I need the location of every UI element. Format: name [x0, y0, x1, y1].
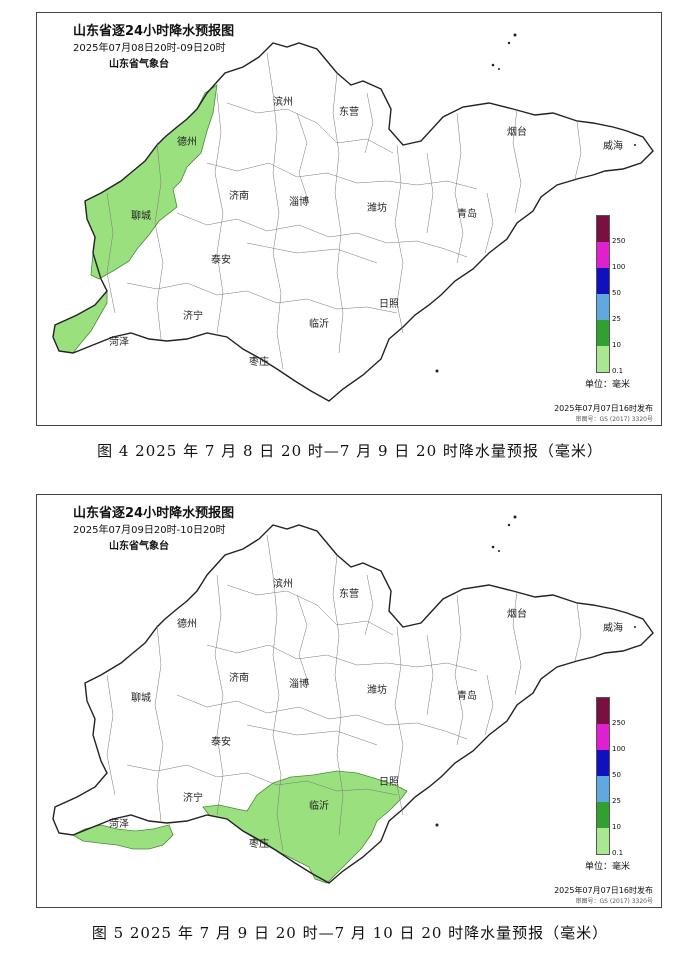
city-label: 威海: [603, 139, 623, 152]
legend-swatch-25: [597, 294, 609, 320]
city-label: 青岛: [457, 207, 477, 220]
rain-area-heze-south: [72, 824, 174, 850]
legend-tick: 25: [612, 315, 621, 323]
city-label: 泰安: [211, 253, 231, 266]
legend-swatch-10: [597, 320, 609, 346]
city-label: 枣庄: [249, 355, 269, 368]
legend: 250 100 50 25 10 0.1 单位：毫米: [585, 697, 661, 877]
city-label: 德州: [177, 135, 197, 148]
legend-swatch-100: [597, 724, 609, 750]
forecast-period: 2025年07月08日20时-09日20时: [73, 43, 226, 54]
city-label: 泰安: [211, 735, 231, 748]
province-outline: [52, 524, 654, 884]
legend-swatch-250: [597, 698, 609, 724]
legend-color-bar: [596, 215, 610, 373]
city-label: 滨州: [273, 577, 293, 590]
issuer: 山东省气象台: [109, 59, 169, 70]
legend-unit: 单位：毫米: [585, 380, 631, 390]
issuer: 山东省气象台: [109, 541, 169, 552]
legend-tick: 10: [612, 823, 621, 831]
legend-tick: 50: [612, 289, 621, 297]
city-label: 烟台: [507, 607, 527, 620]
figure-caption: 图 5 2025 年 7 月 9 日 20 时—7 月 10 日 20 时降水量…: [91, 924, 609, 942]
rain-area-linyi-zaozhuang-rizhao: [202, 770, 408, 884]
city-label: 日照: [379, 776, 399, 788]
county-boundaries: [106, 534, 582, 852]
city-label: 聊城: [131, 209, 151, 222]
map-approval-number: 审图号：GS (2017) 3320号: [575, 416, 654, 423]
legend-swatch-25: [597, 776, 609, 802]
city-label: 济宁: [183, 309, 203, 322]
legend-unit: 单位：毫米: [585, 862, 631, 872]
legend-tick: 250: [612, 237, 626, 245]
city-label: 菏泽: [109, 818, 129, 830]
legend-swatch-10: [597, 802, 609, 828]
city-label: 烟台: [507, 125, 527, 138]
city-label: 临沂: [309, 317, 329, 330]
shandong-map: 滨州 东营 烟台 威海 德州 济南 淄博 潍坊 青岛 聊城 泰安 日照 临沂 济…: [52, 33, 654, 402]
islands: [435, 33, 636, 373]
city-label: 东营: [339, 105, 359, 118]
legend-swatch-0-1: [597, 346, 609, 372]
figure-caption: 图 4 2025 年 7 月 8 日 20 时—7 月 9 日 20 时降水量预…: [97, 442, 603, 460]
city-label: 淄博: [289, 195, 309, 208]
city-label: 东营: [339, 587, 359, 600]
city-label: 聊城: [131, 691, 151, 704]
city-label: 威海: [603, 621, 623, 634]
shandong-map: 滨州 东营 烟台 威海 德州 济南 淄博 潍坊 青岛 聊城 泰安 日照 临沂 济…: [52, 515, 654, 884]
city-label: 滨州: [273, 95, 293, 108]
city-label: 日照: [379, 298, 399, 310]
legend-tick: 100: [612, 745, 626, 753]
city-label: 菏泽: [109, 336, 129, 348]
city-label: 临沂: [309, 799, 329, 812]
legend-swatch-50: [597, 750, 609, 776]
city-labels: 滨州 东营 烟台 威海 德州 济南 淄博 潍坊 青岛 聊城 泰安 日照 临沂 济…: [109, 95, 623, 368]
city-label: 德州: [177, 617, 197, 630]
city-labels: 滨州 东营 烟台 威海 德州 济南 淄博 潍坊 青岛 聊城 泰安 日照 临沂 济…: [109, 577, 623, 850]
province-outline: [52, 42, 654, 402]
city-label: 济南: [229, 671, 249, 684]
city-label: 枣庄: [249, 837, 269, 850]
legend-tick: 50: [612, 771, 621, 779]
islands: [435, 515, 636, 827]
legend-tick: 10: [612, 341, 621, 349]
map-approval-number: 审图号：GS (2017) 3320号: [575, 898, 654, 905]
legend-swatch-0-1: [597, 828, 609, 854]
county-boundaries: [106, 52, 582, 370]
legend-swatch-250: [597, 216, 609, 242]
city-label: 淄博: [289, 677, 309, 690]
map-title: 山东省逐24小时降水预报图: [73, 506, 235, 521]
city-label: 潍坊: [367, 683, 387, 696]
legend-tick: 100: [612, 263, 626, 271]
legend-tick: 25: [612, 797, 621, 805]
forecast-period: 2025年07月09日20时-10日20时: [73, 525, 226, 536]
map-title: 山东省逐24小时降水预报图: [73, 24, 235, 39]
issue-time: 2025年07月07日16时发布: [554, 404, 653, 413]
city-label: 济南: [229, 189, 249, 202]
legend-tick: 0.1: [612, 367, 624, 375]
legend-tick: 0.1: [612, 849, 624, 857]
forecast-map-panel-2: 滨州 东营 烟台 威海 德州 济南 淄博 潍坊 青岛 聊城 泰安 日照 临沂 济…: [36, 494, 662, 908]
forecast-map-panel-1: 滨州 东营 烟台 威海 德州 济南 淄博 潍坊 青岛 聊城 泰安 日照 临沂 济…: [36, 12, 662, 426]
legend: 250 100 50 25 10 0.1 单位：毫米: [585, 215, 661, 395]
rain-area-dezhou-liaocheng: [84, 84, 218, 280]
legend-color-bar: [596, 697, 610, 855]
city-label: 济宁: [183, 791, 203, 804]
city-label: 潍坊: [367, 201, 387, 214]
city-label: 青岛: [457, 689, 477, 702]
legend-swatch-50: [597, 268, 609, 294]
legend-tick: 250: [612, 719, 626, 727]
issue-time: 2025年07月07日16时发布: [554, 886, 653, 895]
legend-swatch-100: [597, 242, 609, 268]
